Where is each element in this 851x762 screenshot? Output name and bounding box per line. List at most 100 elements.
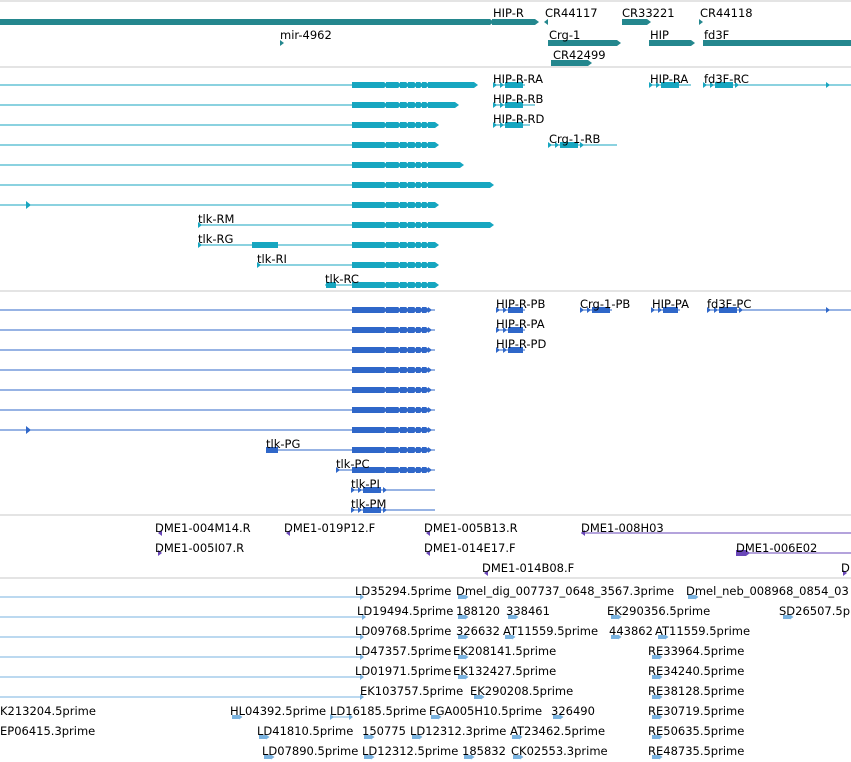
- feature-gene-cr44117[interactable]: [544, 19, 548, 25]
- feature-DME1-004M14.R[interactable]: [158, 530, 162, 536]
- feature-cds-2[interactable]: [0, 327, 435, 333]
- feature-est-AT11559b[interactable]: [658, 634, 669, 640]
- feature-tx-7[interactable]: [0, 201, 439, 209]
- feature-est-EK290356[interactable]: [611, 614, 622, 620]
- feature-est-EK208141[interactable]: [458, 654, 469, 660]
- feature-cds-4[interactable]: [0, 367, 435, 373]
- feature-est-CK02553[interactable]: [513, 754, 524, 760]
- feature-est-150775[interactable]: [364, 734, 375, 740]
- feature-gene-cr33221[interactable]: [622, 19, 651, 25]
- feature-cds-3[interactable]: [0, 347, 435, 353]
- feature-DME1-005I07.R[interactable]: [158, 550, 162, 556]
- feature-tx-4[interactable]: [0, 142, 439, 148]
- feature-tlk-PI[interactable]: [351, 487, 435, 493]
- feature-HIP-R-RB[interactable]: [493, 102, 535, 108]
- feature-cds-5[interactable]: [0, 387, 435, 393]
- feature-HIP-R-RD[interactable]: [493, 122, 530, 128]
- feature-est-RE38128[interactable]: [652, 694, 663, 700]
- feature-Crg-1-PB[interactable]: [580, 307, 612, 313]
- feature-est-LD09768[interactable]: [0, 634, 364, 640]
- feature-est-EK132427[interactable]: [458, 674, 469, 680]
- feature-est-neb[interactable]: [688, 594, 699, 600]
- feature-HIP-R-RA[interactable]: [493, 82, 525, 88]
- feature-est-AT11559a[interactable]: [505, 634, 516, 640]
- feature-est-326490[interactable]: [553, 714, 564, 720]
- feature-Crg-1-RB[interactable]: [548, 142, 617, 148]
- strand-arrow: [548, 142, 552, 148]
- feature-est-EK103757[interactable]: [0, 694, 364, 700]
- exon-block: [416, 387, 420, 393]
- strand-arrow: [618, 634, 622, 640]
- feature-cds-7[interactable]: [0, 426, 435, 434]
- feature-est-HL04392[interactable]: [232, 714, 243, 720]
- feature-est-LD01971[interactable]: [0, 674, 364, 680]
- feature-DME1-005B13.R[interactable]: [426, 530, 430, 536]
- feature-est-LD16185[interactable]: [330, 714, 353, 720]
- feature-est-443862[interactable]: [611, 634, 622, 640]
- feature-DME1-006E02[interactable]: [736, 550, 851, 556]
- feature-tlk-PG[interactable]: [266, 447, 435, 453]
- feature-tlk-RC[interactable]: [325, 282, 439, 288]
- feature-DME1-trunc[interactable]: [843, 570, 847, 576]
- feature-est-dig[interactable]: [458, 594, 469, 600]
- feature-gene-hip[interactable]: [649, 40, 695, 46]
- feature-est-FGA005H10[interactable]: [431, 714, 442, 720]
- feature-est-RE48735[interactable]: [652, 754, 663, 760]
- feature-tlk-PM[interactable]: [351, 507, 435, 513]
- feature-gene-mir-4962[interactable]: [280, 40, 284, 46]
- feature-tlk-RM[interactable]: [198, 222, 494, 228]
- feature-HIP-RA[interactable]: [649, 82, 691, 88]
- feature-tx-5[interactable]: [0, 162, 464, 168]
- feature-HIP-PA[interactable]: [651, 307, 680, 313]
- feature-est-RE30719[interactable]: [652, 714, 663, 720]
- strand-arrow: [493, 122, 497, 128]
- feature-cds-1[interactable]: [0, 307, 435, 313]
- feature-gene-cr42499[interactable]: [551, 60, 592, 66]
- feature-est-LD41810[interactable]: [259, 734, 270, 740]
- feature-fd3F-PC[interactable]: [707, 307, 851, 313]
- feature-est-LD19494[interactable]: [0, 614, 366, 620]
- feature-est-RE50635[interactable]: [652, 734, 663, 740]
- exon-block: [408, 367, 414, 373]
- est-block: [412, 735, 419, 739]
- feature-fd3F-RC[interactable]: [703, 82, 851, 88]
- feature-est-RE33964[interactable]: [652, 654, 663, 660]
- feature-cds-6[interactable]: [0, 407, 435, 413]
- feature-tlk-RI[interactable]: [257, 262, 439, 268]
- feature-tlk-PC[interactable]: [336, 467, 435, 473]
- feature-est-185832[interactable]: [464, 754, 475, 760]
- exon-block: [428, 262, 435, 268]
- feature-gene-crg-1[interactable]: [548, 40, 621, 46]
- feature-est-326632[interactable]: [458, 634, 469, 640]
- exon-block: [352, 427, 384, 433]
- feature-est-AT23462[interactable]: [512, 734, 523, 740]
- feature-tx-6[interactable]: [0, 182, 494, 188]
- feature-HIP-R-PA[interactable]: [496, 327, 525, 333]
- feature-tx-3[interactable]: [0, 122, 439, 128]
- feature-gene-fd3f[interactable]: [703, 40, 851, 46]
- feature-est-EK290208[interactable]: [474, 694, 485, 700]
- feature-est-LD12312[interactable]: [412, 734, 423, 740]
- feature-DME1-014B08.F[interactable]: [484, 570, 488, 576]
- feature-est-RE34240[interactable]: [652, 674, 663, 680]
- feature-est-338461[interactable]: [508, 614, 519, 620]
- feature-est-LD07890[interactable]: [264, 754, 275, 760]
- feature-HIP-R-PD[interactable]: [496, 347, 525, 353]
- feature-HIP-R-PB[interactable]: [496, 307, 525, 313]
- feature-tx-1[interactable]: [0, 82, 478, 88]
- feature-gene-hip-r[interactable]: [492, 19, 539, 25]
- feature-gene-tlk-bar[interactable]: [0, 19, 494, 25]
- feature-DME1-014E17.F[interactable]: [426, 550, 430, 556]
- feature-est-LD47357[interactable]: [0, 654, 364, 660]
- feature-est-LD35294[interactable]: [0, 594, 364, 600]
- feature-DME1-008H03[interactable]: [581, 530, 851, 536]
- feature-DME1-019P12.F[interactable]: [286, 530, 290, 536]
- feature-gene-cr44118[interactable]: [699, 19, 703, 25]
- strand-arrow: [515, 614, 519, 620]
- feature-est-188120[interactable]: [458, 614, 469, 620]
- feature-tx-2[interactable]: [0, 102, 459, 108]
- feature-label: HIP: [650, 28, 669, 42]
- feature-est-LD12312b[interactable]: [364, 754, 375, 760]
- feature-est-SD26507[interactable]: [783, 614, 794, 620]
- feature-tlk-RG[interactable]: [198, 242, 439, 248]
